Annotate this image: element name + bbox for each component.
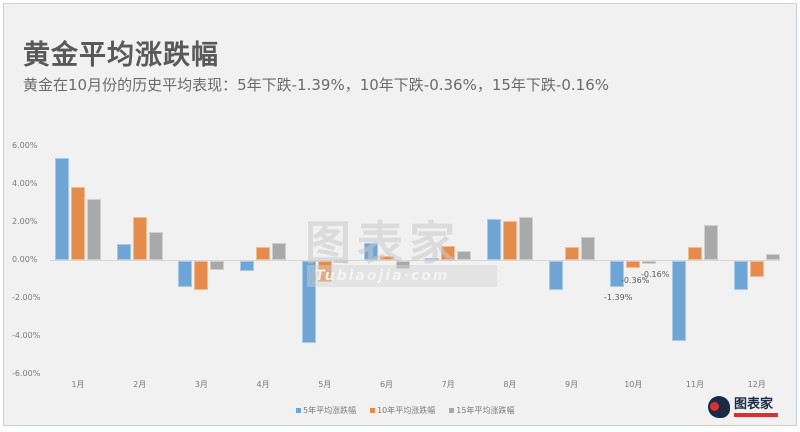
x-tick-label: 6月: [379, 380, 394, 389]
bar: [256, 247, 271, 260]
y-tick-label: 4.00%: [12, 179, 38, 188]
zero-axis-line: [50, 260, 780, 261]
legend-swatch-icon: [296, 408, 301, 413]
x-tick-label: 11月: [685, 380, 705, 389]
x-tick-label: 1月: [71, 380, 85, 389]
bar: [71, 187, 85, 260]
legend-swatch-icon: [449, 408, 455, 413]
x-tick-label: 10月: [624, 380, 643, 389]
bar: [457, 250, 472, 260]
legend-label: 15年平均涨跌幅: [456, 406, 515, 415]
bar: [749, 261, 764, 277]
bar: [178, 261, 193, 288]
bar: [272, 242, 287, 260]
y-tick-label: -6.00%: [12, 369, 41, 378]
bar: [132, 217, 147, 260]
x-tick-label: 9月: [565, 380, 579, 389]
watermark-text: 图表家: [305, 216, 461, 270]
x-tick-label: 8月: [503, 380, 517, 389]
legend-swatch-icon: [370, 408, 376, 413]
bar: [765, 253, 780, 260]
chart-frame: 黄金平均涨跌幅 黄金在10月份的历史平均表现：5年下跌-1.39%，10年下跌-…: [3, 3, 797, 426]
bar: [317, 261, 332, 283]
bar: [55, 157, 69, 260]
bar: [548, 261, 563, 290]
x-tick-label: 3月: [194, 380, 208, 389]
bar: [87, 199, 101, 260]
legend-item: 15年平均涨跌幅: [449, 405, 514, 416]
legend: 5年平均涨跌幅 10年平均涨跌幅 15年平均涨跌幅: [296, 405, 514, 416]
chart-title: 黄金平均涨跌幅: [23, 40, 219, 71]
bar: [148, 231, 163, 260]
logo-head-icon: [708, 396, 730, 418]
watermark-url: Tubiaojia·com: [307, 265, 497, 287]
bar: [564, 247, 579, 260]
logo-url-bar: [734, 412, 778, 417]
y-tick-label: -2.00%: [12, 293, 41, 302]
bar: [518, 217, 533, 260]
bar: [425, 258, 440, 260]
x-tick-label: 5月: [318, 380, 332, 389]
y-tick-label: 2.00%: [12, 217, 38, 226]
bar: [395, 261, 410, 269]
bar: [688, 247, 702, 260]
legend-item: 10年平均涨跌幅: [370, 405, 435, 416]
logo-text: 图表家: [734, 396, 774, 412]
chart-subtitle: 黄金在10月份的历史平均表现：5年下跌-1.39%，10年下跌-0.36%，15…: [23, 76, 609, 94]
bar: [733, 261, 748, 290]
bar: [194, 261, 209, 290]
bar: [610, 261, 625, 288]
bar: [642, 261, 657, 265]
bar: [333, 261, 348, 263]
y-tick-label: 0.00%: [12, 255, 38, 264]
legend-label: 5年平均涨跌幅: [303, 406, 357, 415]
bar: [116, 243, 131, 260]
data-label: -1.39%: [604, 293, 633, 302]
x-tick-label: 12月: [747, 380, 766, 389]
x-tick-label: 2月: [133, 380, 147, 389]
bar: [301, 261, 316, 343]
legend-item: 5年平均涨跌幅: [296, 405, 356, 416]
bar: [379, 256, 394, 260]
bar: [240, 261, 255, 271]
bar: [502, 221, 517, 260]
bar: [210, 261, 225, 270]
y-tick-label: -4.00%: [12, 331, 41, 340]
bar: [580, 237, 595, 260]
bar: [626, 261, 641, 268]
brand-logo: 图表家: [708, 396, 778, 418]
data-label: -0.36%: [621, 276, 650, 285]
bar: [441, 245, 456, 260]
data-label: -0.16%: [641, 270, 670, 279]
bar: [486, 218, 501, 260]
bar: [363, 242, 378, 260]
y-tick-label: 6.00%: [12, 141, 38, 150]
bar: [672, 261, 686, 341]
legend-label: 10年平均涨跌幅: [377, 406, 436, 415]
bar: [704, 224, 718, 260]
x-tick-label: 4月: [256, 380, 270, 389]
x-tick-label: 7月: [441, 380, 455, 389]
